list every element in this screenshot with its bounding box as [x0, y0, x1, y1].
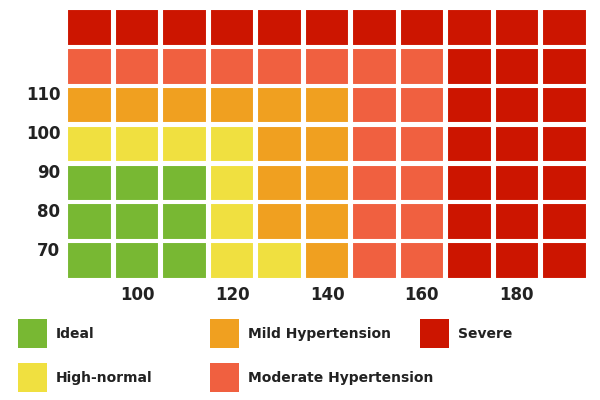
Text: Moderate Hypertension: Moderate Hypertension: [248, 370, 433, 385]
Bar: [447, 126, 491, 162]
Bar: [352, 87, 397, 124]
Bar: [163, 48, 207, 84]
Text: Severe: Severe: [458, 326, 512, 340]
Bar: [257, 9, 302, 46]
Bar: [67, 126, 112, 162]
Bar: [67, 204, 112, 240]
Bar: [257, 87, 302, 124]
Bar: [305, 242, 349, 279]
Bar: [115, 126, 160, 162]
Bar: [257, 48, 302, 84]
Bar: [115, 48, 160, 84]
Bar: [542, 48, 587, 84]
Bar: [400, 48, 444, 84]
Bar: [494, 126, 539, 162]
Bar: [257, 126, 302, 162]
Bar: [305, 48, 349, 84]
Bar: [494, 204, 539, 240]
Bar: [210, 48, 254, 84]
Bar: [67, 87, 112, 124]
Bar: [494, 87, 539, 124]
Bar: [542, 87, 587, 124]
Bar: [115, 204, 160, 240]
Bar: [67, 242, 112, 279]
Text: Mild Hypertension: Mild Hypertension: [248, 326, 391, 340]
Bar: [494, 242, 539, 279]
Bar: [352, 242, 397, 279]
Bar: [542, 204, 587, 240]
Bar: [352, 126, 397, 162]
Bar: [163, 87, 207, 124]
Bar: [257, 242, 302, 279]
Bar: [352, 48, 397, 84]
Bar: [257, 204, 302, 240]
Bar: [400, 9, 444, 46]
Bar: [352, 9, 397, 46]
Bar: [542, 242, 587, 279]
Bar: [115, 9, 160, 46]
Bar: [163, 126, 207, 162]
Bar: [67, 164, 112, 201]
Bar: [305, 164, 349, 201]
Bar: [400, 164, 444, 201]
Bar: [305, 204, 349, 240]
Bar: [447, 242, 491, 279]
Bar: [400, 204, 444, 240]
Bar: [447, 87, 491, 124]
Bar: [210, 87, 254, 124]
Bar: [305, 87, 349, 124]
Bar: [257, 164, 302, 201]
Bar: [163, 242, 207, 279]
Bar: [447, 9, 491, 46]
Bar: [305, 126, 349, 162]
Bar: [115, 164, 160, 201]
Text: High-normal: High-normal: [56, 370, 152, 385]
Bar: [400, 126, 444, 162]
Bar: [115, 242, 160, 279]
Bar: [400, 242, 444, 279]
Bar: [67, 48, 112, 84]
Bar: [447, 164, 491, 201]
Bar: [210, 164, 254, 201]
Bar: [494, 9, 539, 46]
Text: Ideal: Ideal: [56, 326, 94, 340]
Bar: [163, 164, 207, 201]
Bar: [494, 48, 539, 84]
Bar: [210, 126, 254, 162]
Bar: [352, 164, 397, 201]
Bar: [163, 204, 207, 240]
Bar: [305, 9, 349, 46]
Bar: [210, 204, 254, 240]
Bar: [67, 9, 112, 46]
Bar: [542, 126, 587, 162]
Bar: [352, 204, 397, 240]
Bar: [210, 242, 254, 279]
Bar: [447, 48, 491, 84]
Bar: [494, 164, 539, 201]
Bar: [447, 204, 491, 240]
Bar: [542, 9, 587, 46]
Bar: [210, 9, 254, 46]
Bar: [400, 87, 444, 124]
Bar: [163, 9, 207, 46]
Bar: [115, 87, 160, 124]
Bar: [542, 164, 587, 201]
